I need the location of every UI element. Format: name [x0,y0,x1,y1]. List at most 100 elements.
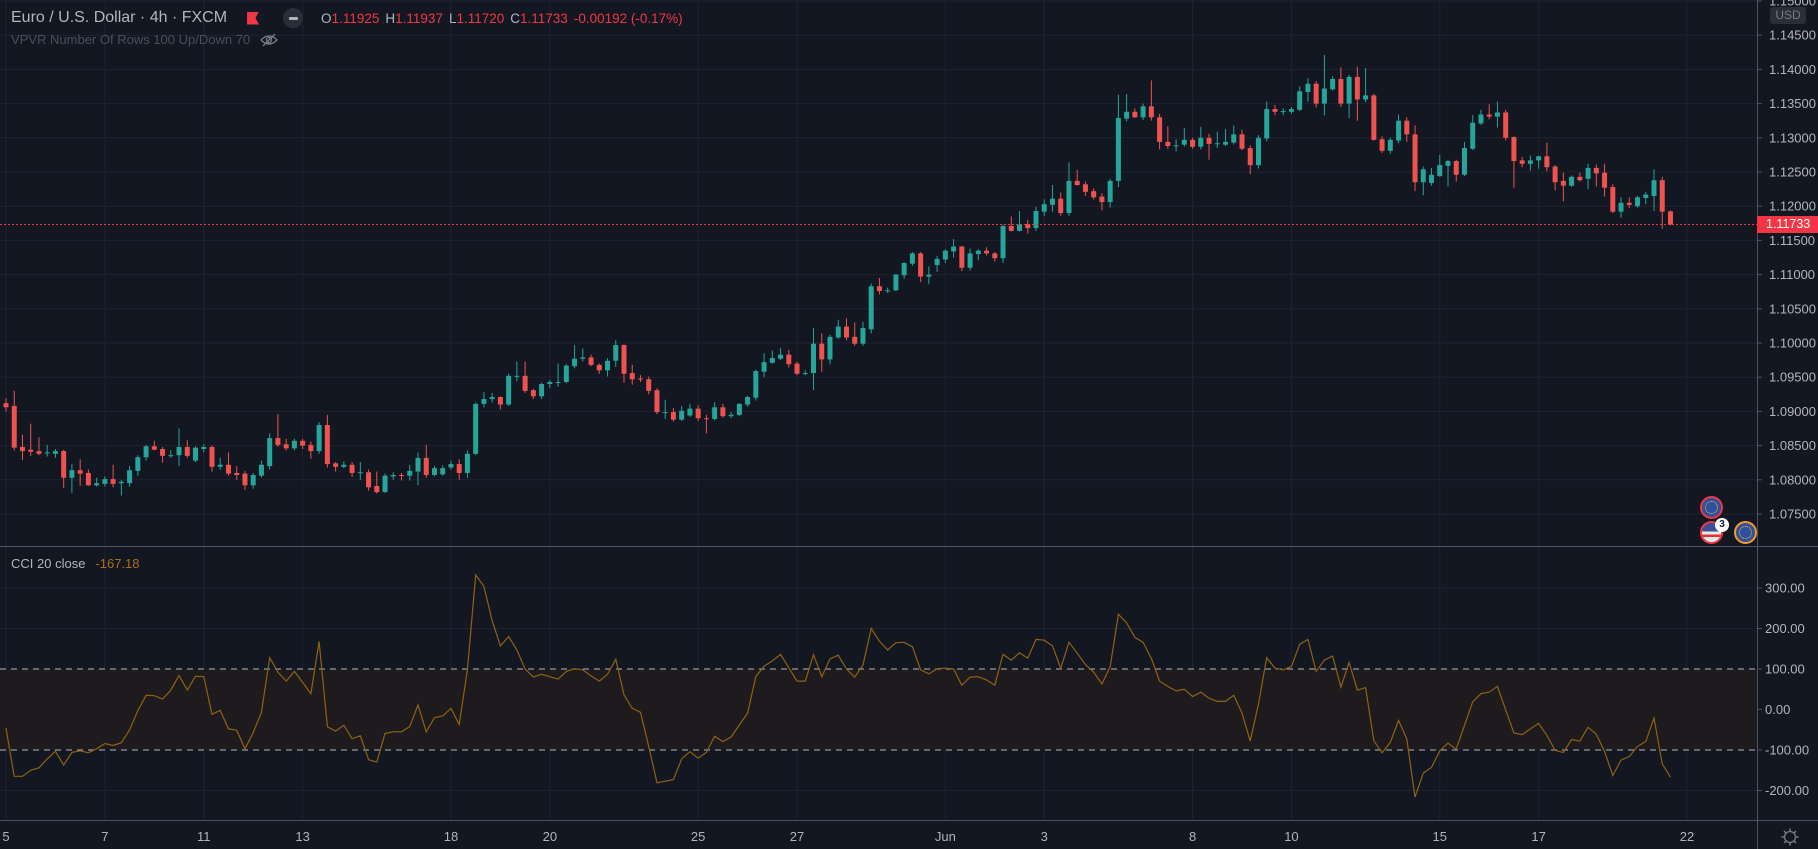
cci-legend[interactable]: CCI 20 close -167.18 [11,556,140,571]
candle-body [19,446,25,452]
candle [934,256,940,272]
candle [876,278,882,295]
candle [1420,166,1426,196]
candle [85,469,91,486]
open-value: 1.11925 [331,10,380,26]
cci-series [5,573,1672,798]
cci-tick-label: 0.00 [1765,702,1790,717]
eu-flag-event-icon[interactable] [1700,496,1723,519]
candle [588,354,594,367]
candle-body [1140,106,1146,118]
candle-body [1280,111,1286,113]
candle [1577,172,1583,182]
candle [209,445,215,472]
candle-body [423,457,429,476]
candle-body [3,403,9,408]
candle [1058,192,1064,216]
flag-icon[interactable] [247,11,260,25]
candle-body [687,408,693,416]
candle-body [1198,137,1204,147]
candle-body [1569,176,1575,186]
candle [431,466,437,477]
candle-body [1058,198,1064,214]
candle-body [1429,174,1435,183]
candle [1461,141,1467,177]
candle [1091,188,1097,200]
candle [19,434,25,460]
candlestick-series [0,55,1757,496]
symbol-title[interactable]: Euro / U.S. Dollar · 4h · FXCM [11,9,228,26]
candle [563,364,569,384]
candle-body [176,446,182,456]
candle [1255,135,1261,169]
candle-body [407,470,413,476]
candle-body [736,403,742,415]
close-value: 1.11733 [520,10,568,26]
candle [1297,86,1303,112]
time-tick-label: 3 [1041,829,1048,844]
candle [819,333,825,372]
candle-body [1503,112,1509,138]
time-tick-label: 27 [790,829,804,844]
candle-body [1478,114,1484,124]
candle-body [1635,197,1641,207]
candle [942,249,948,263]
candle [811,327,817,391]
candle-body [1453,161,1459,175]
eye-hidden-icon[interactable] [260,33,279,47]
price-tick-label: 1.15000 [1769,0,1816,9]
candle [1190,137,1196,149]
candle-body [1255,137,1261,166]
candle-body [1626,202,1632,205]
candle [1569,175,1575,188]
time-tick-label: 15 [1433,829,1447,844]
candle-body [695,408,701,419]
candle-body [1025,223,1031,229]
candle-body [1272,109,1278,112]
eu-flag-event-icon[interactable] [1734,521,1757,544]
vpvr-legend[interactable]: VPVR Number Of Rows 100 Up/Down 70 [11,32,279,47]
candle [1536,155,1542,169]
time-tick-label: 8 [1189,829,1196,844]
candle-body [44,452,50,454]
candle-body [802,373,808,375]
candle [753,369,759,401]
price-tick-label: 1.08500 [1769,438,1816,453]
candle-body [209,446,215,467]
candle-body [1560,180,1566,186]
cci-tick-label: 100.00 [1765,662,1805,677]
vpvr-label: VPVR Number Of Rows 100 Up/Down 70 [11,32,251,47]
candle [670,407,676,422]
candle-body [893,274,899,291]
candle [423,444,429,478]
candle [1404,117,1410,142]
time-tick-label: 10 [1284,829,1298,844]
change-value: -0.00192 (-0.17%) [573,10,683,26]
price-tick-label: 1.09000 [1769,404,1816,419]
candle [1511,136,1517,188]
candle [1288,107,1294,114]
candle [1494,101,1500,128]
candle-body [1247,148,1253,166]
currency-button[interactable]: USD [1770,7,1806,24]
candle-body [1363,95,1369,100]
candle [769,350,775,364]
candle [1140,103,1146,121]
candle-body [1231,134,1237,143]
minus-circle-icon[interactable] [283,8,304,28]
candle-body [728,414,734,417]
candle-body [1593,167,1599,174]
candle-body [300,440,306,446]
candle-body [1667,211,1673,225]
candle-body [1297,91,1303,110]
settings-gear-icon[interactable] [1780,827,1800,847]
candle [1305,78,1311,102]
candle-body [110,479,116,484]
candle-body [621,345,627,374]
candle [3,398,9,412]
price-tick-label: 1.12500 [1769,165,1816,180]
candle-body [118,481,124,484]
candle [679,405,685,421]
